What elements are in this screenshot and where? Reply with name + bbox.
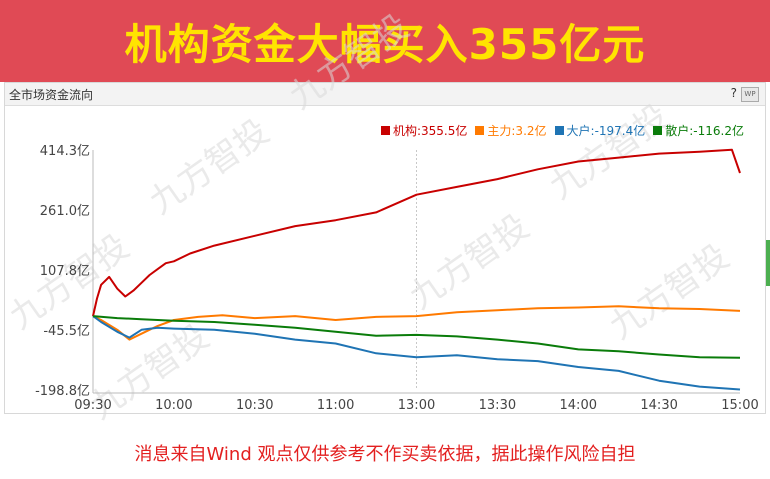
legend-swatch [554,126,564,135]
chart-legend: 机构:355.5亿 主力:3.2亿 大户:-197.4亿 散户:-116.2亿 [380,122,744,139]
watermark-text: 九方智投 [542,97,676,208]
watermark-text: 九方智投 [402,207,536,318]
disclaimer-text: 消息来自Wind 观点仅供参考不作买卖依据，据此操作风险自担 [134,444,636,465]
panel-header: 全市场资金流向 ? WP [5,83,765,106]
help-icon[interactable]: ? [730,86,737,100]
x-tick-label: 14:00 [560,398,597,413]
y-tick-label: -198.8亿 [35,384,90,399]
legend-swatch [380,126,390,135]
wp-icon[interactable]: WP [741,87,759,102]
legend-item[interactable]: 主力:3.2亿 [475,122,547,139]
x-tick-label: 13:00 [398,398,435,413]
chart-panel: 全市场资金流向 ? WP [4,82,766,414]
legend-label: 主力:3.2亿 [487,124,547,138]
y-tick-label: 107.8亿 [40,264,90,279]
x-tick-label: 15:00 [721,398,758,413]
y-tick-label: -45.5亿 [43,324,90,339]
series-line-主力 [92,305,741,341]
series-line-散户 [92,315,741,359]
x-tick-label: 14:30 [640,398,677,413]
side-scroll-marker[interactable] [766,240,770,286]
watermark-text: 九方智投 [602,237,736,348]
series-line-机构 [92,148,741,317]
legend-label: 机构:355.5亿 [392,124,468,138]
x-tick-label: 09:30 [74,398,111,413]
legend-swatch [653,126,663,135]
legend-swatch [475,126,485,135]
x-tick-label: 11:00 [317,398,354,413]
x-tick-label: 13:30 [479,398,516,413]
watermark-text: 九方智投 [142,112,276,223]
x-tick-label: 10:00 [155,398,192,413]
legend-item[interactable]: 散户:-116.2亿 [653,122,744,139]
watermark-text: 九方智投 [282,7,416,118]
banner-title: 机构资金大幅买入355亿元 [124,19,646,69]
panel-title: 全市场资金流向 [9,88,94,102]
watermark-text: 九方智投 [2,227,136,338]
legend-item[interactable]: 机构:355.5亿 [380,122,468,139]
x-tick-label: 10:30 [236,398,273,413]
legend-item[interactable]: 大户:-197.4亿 [554,122,646,139]
legend-label: 散户:-116.2亿 [665,124,744,138]
banner: 机构资金大幅买入355亿元 [0,0,770,82]
series-line-大户 [92,315,741,391]
legend-label: 大户:-197.4亿 [566,124,646,138]
y-tick-label: 261.0亿 [40,204,90,219]
y-tick-label: 414.3亿 [40,144,90,159]
